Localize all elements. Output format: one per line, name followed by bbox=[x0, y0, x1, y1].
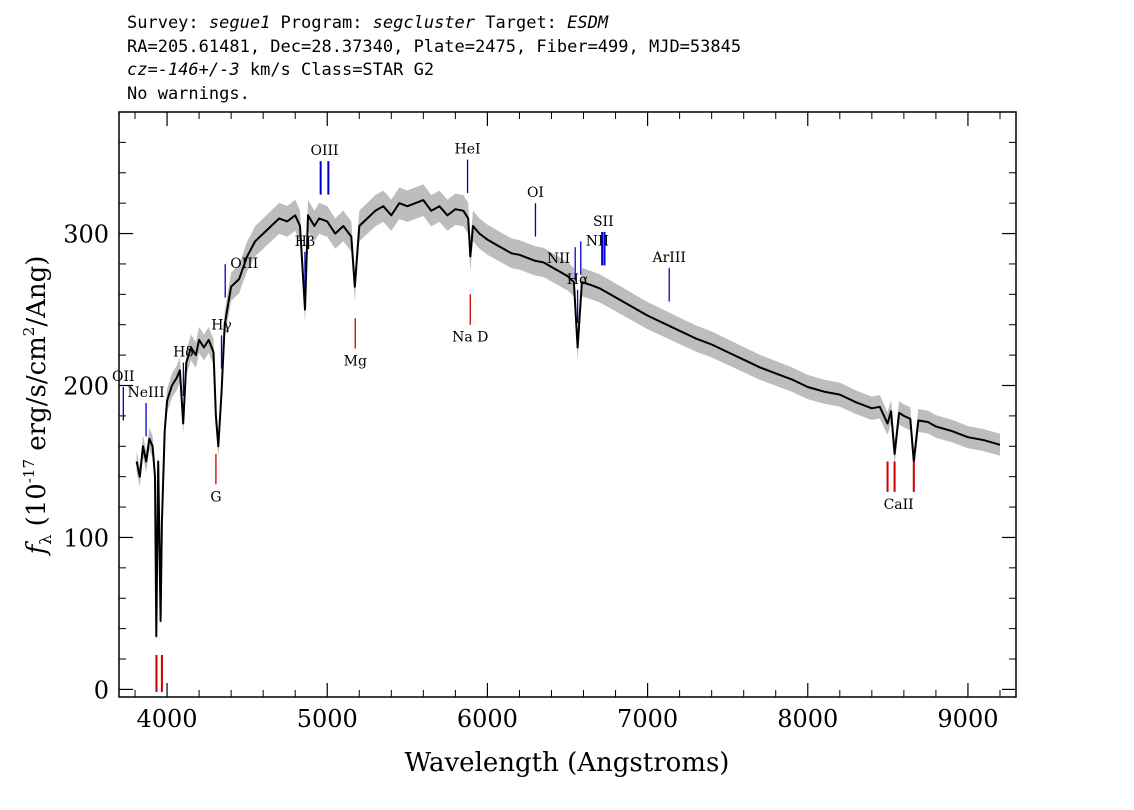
x-tick-label: 5000 bbox=[297, 705, 358, 733]
y-tick-label: 300 bbox=[63, 221, 109, 249]
header-line-survey: Survey: segue1 Program: segcluster Targe… bbox=[127, 12, 741, 36]
line-label: Mg bbox=[344, 354, 367, 370]
spectrum-line-layer bbox=[135, 199, 1001, 638]
line-label: OIII bbox=[310, 143, 338, 159]
spectrum-line bbox=[135, 199, 1001, 638]
y-tick-label: 100 bbox=[63, 524, 109, 552]
line-label: Hα bbox=[567, 272, 589, 288]
line-label: NII bbox=[586, 233, 609, 249]
header-line-redshift: cz=-146+/-3 km/s Class=STAR G2 bbox=[127, 59, 741, 83]
line-label: NII bbox=[547, 251, 570, 267]
x-tick-label: 9000 bbox=[937, 705, 998, 733]
line-label: Na D bbox=[452, 330, 488, 346]
program-label: Program: bbox=[270, 13, 373, 33]
header-line-warnings: No warnings. bbox=[127, 83, 250, 104]
line-label: OII bbox=[112, 369, 135, 385]
cz-label: cz= bbox=[127, 60, 158, 80]
x-tick-label: 8000 bbox=[777, 705, 838, 733]
y-tick-label: 200 bbox=[63, 373, 109, 401]
line-label: Hδ bbox=[173, 345, 194, 361]
y-tick-label: 0 bbox=[94, 676, 109, 704]
line-label: HeI bbox=[455, 142, 481, 158]
line-label: OIII bbox=[230, 256, 258, 272]
spectrum-header: Survey: segue1 Program: segcluster Targe… bbox=[127, 12, 741, 106]
cz-value: -146+/-3 bbox=[157, 60, 240, 80]
line-label: G bbox=[210, 489, 221, 505]
x-tick-label: 4000 bbox=[137, 705, 198, 733]
y-axis-title: fλ (10-17 erg/s/cm2/Ang) bbox=[20, 256, 55, 557]
program-value: segcluster bbox=[372, 13, 476, 33]
x-tick-label: 7000 bbox=[617, 705, 678, 733]
survey-label: Survey: bbox=[127, 13, 209, 33]
x-tick-label: 6000 bbox=[457, 705, 518, 733]
target-label: Target: bbox=[475, 13, 568, 33]
plot-frame bbox=[118, 111, 1017, 698]
line-label: Hβ bbox=[295, 234, 315, 250]
line-label: CaII bbox=[884, 497, 914, 513]
svg-text:fλ (10-17 erg/s/cm2/Ang): fλ (10-17 erg/s/cm2/Ang) bbox=[20, 256, 55, 557]
line-label: Hγ bbox=[211, 317, 232, 333]
axis-ticks: 4000 5000 6000 7000 8000 9000 0 100 200 300 bbox=[63, 112, 1016, 733]
survey-value: segue1 bbox=[208, 13, 271, 33]
x-axis-title: Wavelength (Angstroms) bbox=[405, 748, 730, 778]
line-label: SII bbox=[593, 214, 614, 230]
line-label: NeIII bbox=[127, 385, 164, 401]
target-value: ESDM bbox=[567, 13, 609, 33]
line-label: OI bbox=[527, 185, 544, 201]
line-label: ArIII bbox=[652, 250, 686, 266]
header-line-coordinates: RA=205.61481, Dec=28.37340, Plate=2475, … bbox=[127, 36, 742, 57]
class-text: km/s Class=STAR G2 bbox=[239, 60, 435, 80]
